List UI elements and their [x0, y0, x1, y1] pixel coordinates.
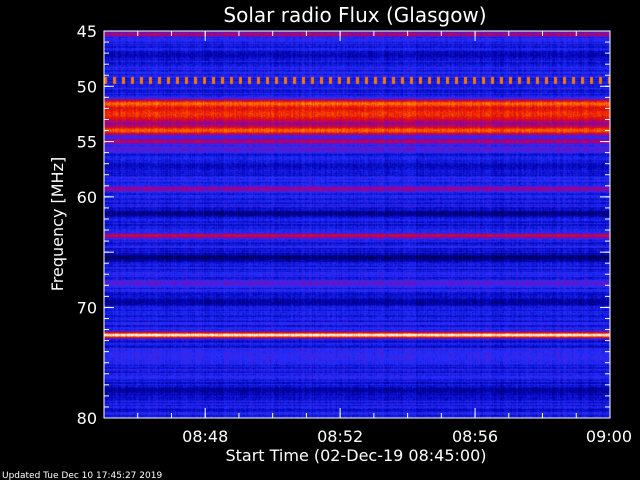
x-tick-label: 08:48: [182, 427, 228, 446]
updated-timestamp: Updated Tue Dec 10 17:45:27 2019: [2, 471, 162, 480]
y-tick-label: 60: [77, 188, 97, 207]
plot-area: [104, 31, 610, 418]
chart-title: Solar radio Flux (Glasgow): [223, 3, 486, 27]
y-tick-label: 80: [77, 409, 97, 428]
axes: 45 50 55 60 70 80 08:48 08:52 08:56 09:00: [77, 22, 632, 446]
x-tick-label: 08:56: [452, 427, 498, 446]
y-tick-label: 50: [77, 77, 97, 96]
plot-frame: [103, 30, 611, 419]
y-tick-label: 70: [77, 298, 97, 317]
y-axis-label: Frequency [MHz]: [48, 157, 67, 291]
x-axis-label: Start Time (02-Dec-19 08:45:00): [225, 446, 486, 465]
x-tick-label: 08:52: [317, 427, 363, 446]
heatmap-image: [104, 31, 610, 418]
y-tick-label: 55: [77, 133, 97, 152]
y-tick-label: 45: [77, 22, 97, 41]
x-tick-label: 09:00: [586, 427, 632, 446]
